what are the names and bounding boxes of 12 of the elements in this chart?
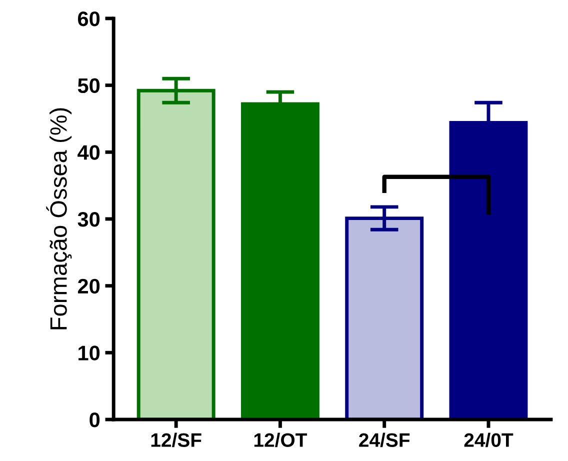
y-tick-label: 50	[78, 78, 100, 94]
y-tick-label: 20	[78, 278, 100, 294]
y-tick-label: 10	[78, 346, 100, 360]
x-tick-label: 24/0T	[464, 432, 514, 448]
y-tick-label: 0	[90, 412, 100, 428]
x-tick-label: 24/SF	[359, 432, 410, 448]
y-axis-title: Formação Óssea (%)	[46, 108, 72, 330]
x-tick-label: 12/OT	[254, 432, 308, 448]
x-tick-label: 12/SF	[151, 432, 202, 448]
y-tick-label: 30	[78, 212, 100, 227]
y-tick-label: 60	[78, 11, 100, 26]
y-tick-label: 40	[78, 145, 100, 160]
